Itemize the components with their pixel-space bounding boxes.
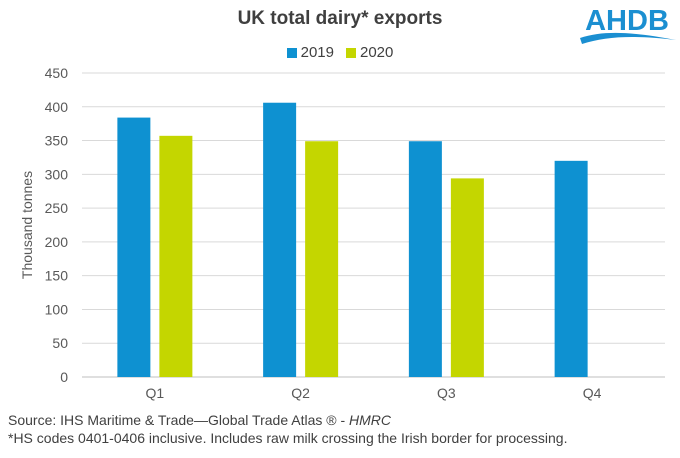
legend-swatch-2020: [346, 47, 356, 58]
logo-swoosh-icon: [580, 32, 676, 44]
x-tick-label: Q1: [146, 385, 165, 401]
y-tick-label: 200: [45, 234, 69, 250]
bar-2020-q2: [305, 141, 339, 377]
source-italic: HMRC: [349, 412, 391, 428]
y-tick-label: 100: [45, 301, 69, 317]
source-text: Source: IHS Maritime & Trade—Global Trad…: [8, 412, 349, 428]
bar-2019-q2: [263, 102, 297, 378]
legend-label-2019: 2019: [300, 44, 334, 61]
x-tick-label: Q2: [291, 385, 310, 401]
legend-item-2020: 2020: [346, 44, 393, 61]
ahdb-logo: AHDB: [580, 5, 676, 44]
bar-2019-q3: [408, 141, 442, 377]
chart-title: UK total dairy* exports: [237, 8, 443, 29]
x-tick-label: Q4: [583, 385, 602, 401]
bar-2019-q1: [117, 117, 151, 377]
y-tick-label: 350: [45, 133, 69, 149]
legend: 2019 2020: [0, 44, 680, 61]
y-tick-label: 150: [45, 268, 69, 284]
legend-swatch-2019: [286, 47, 297, 58]
y-tick-label: 400: [45, 99, 69, 115]
logo-text: AHDB: [585, 5, 669, 37]
y-tick-label: 450: [45, 65, 69, 81]
hs-code-note: *HS codes 0401-0406 inclusive. Includes …: [8, 430, 568, 446]
y-tick-labels: 0 50 100 150 200 250 300 350 400 450: [45, 65, 69, 385]
bar-2019-q4: [554, 160, 588, 377]
bar-2020-q1: [159, 135, 193, 377]
bars: [117, 102, 588, 378]
y-tick-label: 50: [52, 335, 68, 351]
y-tick-label: 0: [60, 369, 68, 385]
bar-2020-q3: [450, 178, 484, 377]
x-tick-labels: Q1 Q2 Q3 Q4: [146, 385, 602, 401]
legend-label-2020: 2020: [360, 44, 394, 61]
source-note: Source: IHS Maritime & Trade—Global Trad…: [8, 412, 391, 428]
legend-item-2019: 2019: [286, 44, 334, 61]
y-axis-label: Thousand tonnes: [19, 171, 35, 279]
y-tick-label: 250: [45, 200, 69, 216]
y-tick-label: 300: [45, 166, 69, 182]
x-tick-label: Q3: [437, 385, 456, 401]
